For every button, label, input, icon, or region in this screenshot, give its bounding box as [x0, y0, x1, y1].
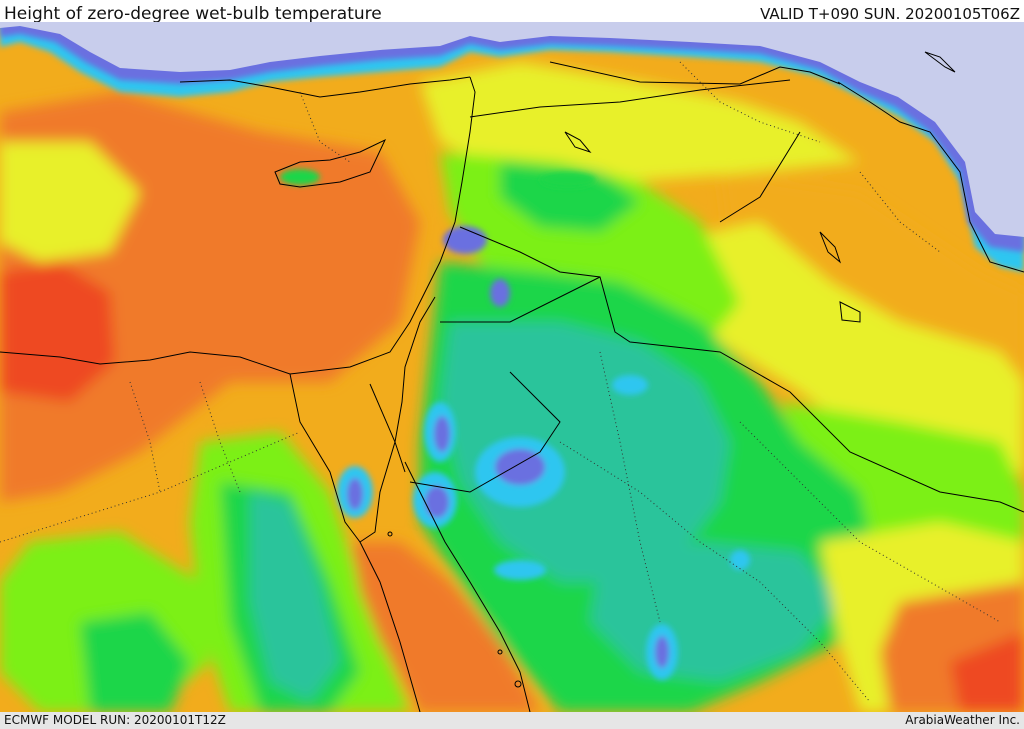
islands	[387, 531, 522, 688]
credit-label: ArabiaWeather Inc.	[905, 713, 1020, 727]
footer-bar: ECMWF MODEL RUN: 20200101T12Z ArabiaWeat…	[0, 712, 1024, 729]
weather-map[interactable]	[0, 22, 1024, 712]
wetbulb-field	[0, 62, 1024, 712]
coastlines	[0, 51, 1024, 712]
map-canvas	[0, 22, 1024, 712]
header-bar: Height of zero-degree wet-bulb temperatu…	[0, 0, 1024, 22]
country-borders	[369, 79, 1024, 513]
province-borders	[0, 61, 1001, 703]
cold-pockets	[280, 169, 750, 680]
valid-time: VALID T+090 SUN. 20200105T06Z	[760, 5, 1020, 22]
map-title: Height of zero-degree wet-bulb temperatu…	[4, 4, 382, 22]
model-run-label: ECMWF MODEL RUN: 20200101T12Z	[4, 713, 226, 727]
